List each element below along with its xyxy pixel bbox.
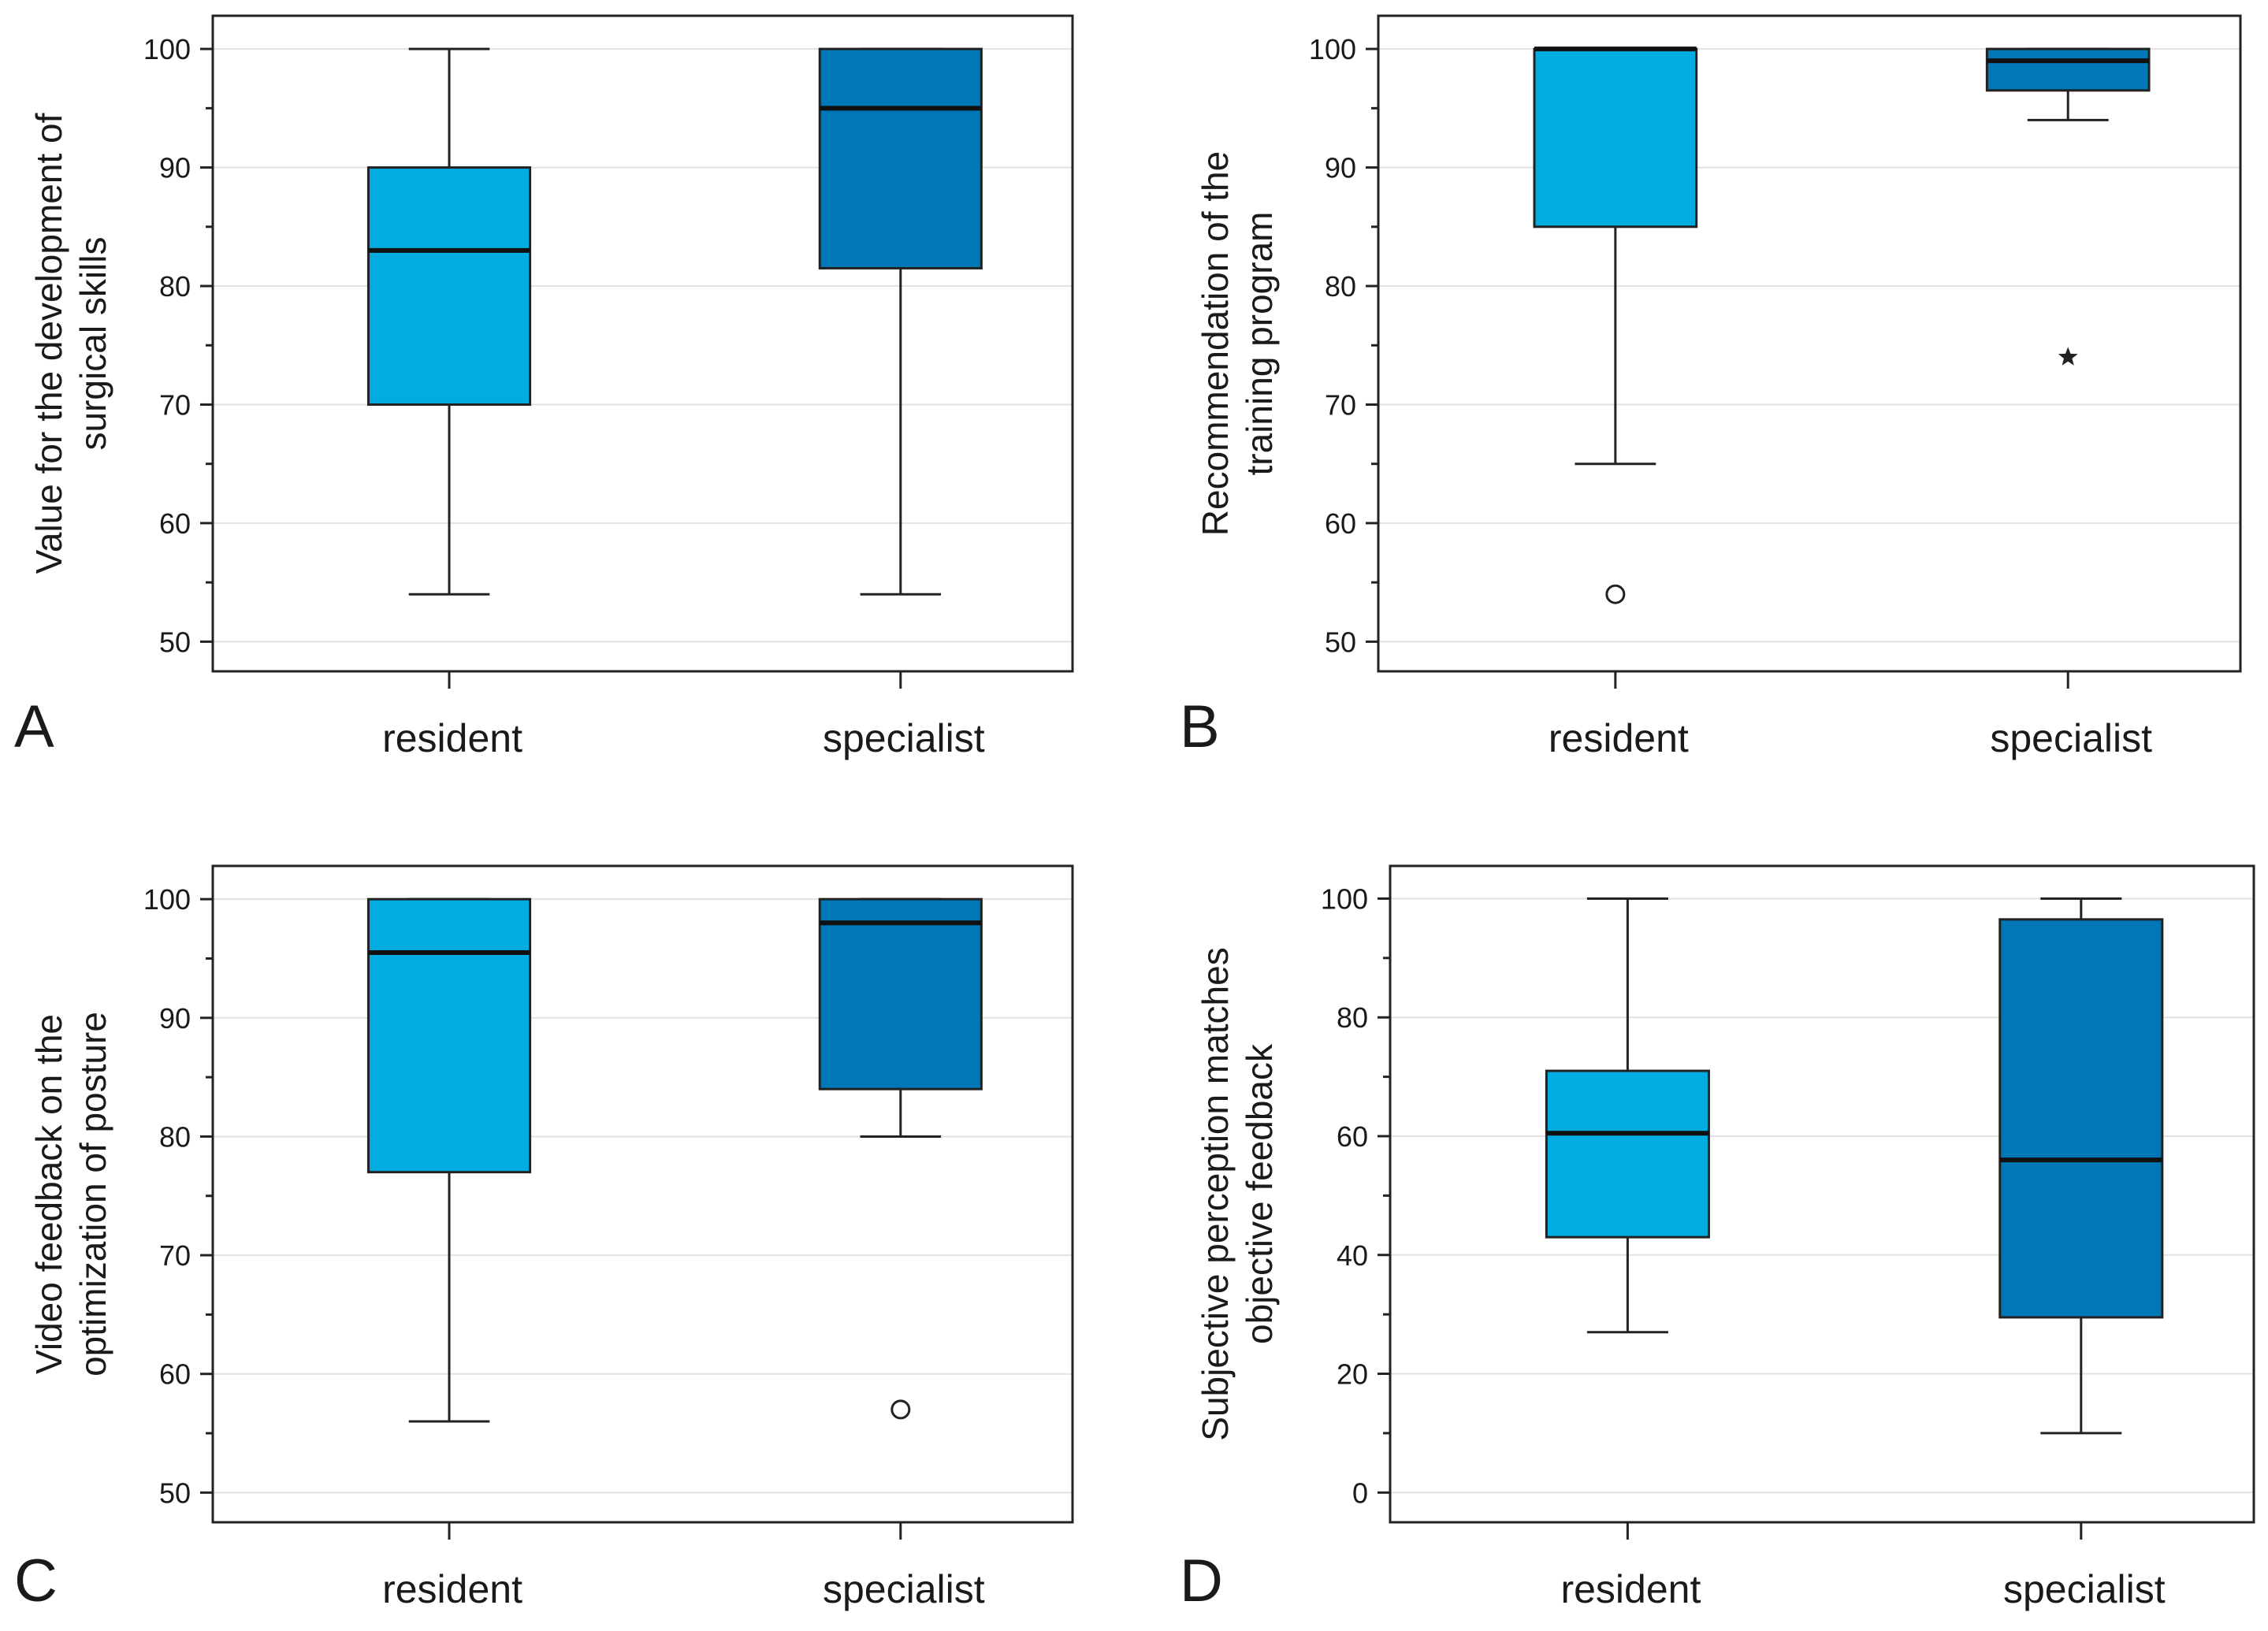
- y-tick-label: 80: [1337, 1001, 1368, 1034]
- y-tick-label: 90: [1325, 152, 1356, 184]
- box-resident: [1545, 897, 1710, 1334]
- x-category-label: specialist: [823, 716, 985, 760]
- iqr-box: [1533, 47, 1698, 228]
- y-axis-title-line: objective feedback: [1239, 1043, 1280, 1344]
- plot-frame: [211, 864, 1074, 1524]
- panel-letter: D: [1180, 1547, 1223, 1614]
- box-specialist: [1998, 897, 2164, 1435]
- box-specialist: [818, 897, 983, 1420]
- iqr-box: [1998, 918, 2164, 1319]
- y-tick-label: 70: [159, 1239, 191, 1272]
- iqr-box: [818, 47, 983, 269]
- y-tick-label: 60: [159, 507, 191, 540]
- box-specialist: [818, 47, 983, 596]
- box-resident: [366, 897, 532, 1423]
- y-tick-label: 20: [1337, 1358, 1368, 1391]
- iqr-box: [366, 166, 532, 406]
- x-category-label: resident: [1560, 1567, 1701, 1611]
- panel-a: 50 60 70 80 90 100 Value for the development o…: [14, 14, 1074, 760]
- y-tick-label: 60: [159, 1358, 191, 1391]
- y-axis-title: Recommendation of thetraining program: [1195, 151, 1280, 536]
- y-tick-label: 90: [159, 1002, 191, 1035]
- x-category-label: resident: [382, 1567, 522, 1611]
- y-tick-label: 0: [1352, 1477, 1368, 1509]
- panel-b: 50 60 70 80 90 100 Recommendation of thetraini…: [1180, 14, 2242, 760]
- box-resident: [366, 47, 532, 596]
- panel-d: 0 20 40 60 80 100 Subjective perception matche…: [1180, 864, 2255, 1614]
- x-category-label: specialist: [1990, 716, 2152, 760]
- y-tick-label: 100: [143, 33, 191, 65]
- y-axis-title-line: surgical skills: [73, 237, 113, 451]
- y-axis-title-line: training program: [1239, 212, 1280, 476]
- y-tick-label: 100: [143, 883, 191, 916]
- panel-letter: C: [14, 1547, 58, 1614]
- y-tick-label: 100: [1321, 882, 1368, 915]
- y-axis-title-line: Value for the development of: [28, 113, 69, 574]
- y-axis-title-line: Video feedback on the: [28, 1014, 69, 1374]
- iqr-box: [366, 897, 532, 1174]
- panel-letter: B: [1180, 693, 1220, 760]
- y-tick-label: 40: [1337, 1239, 1368, 1272]
- x-category-label: resident: [382, 716, 522, 760]
- panel-letter: A: [14, 693, 54, 760]
- y-tick-label: 80: [159, 270, 191, 303]
- extreme-point: [2058, 347, 2078, 366]
- panel-c: 50 60 70 80 90 100 Video feedback on theoptimi…: [14, 864, 1074, 1614]
- y-axis-title: Video feedback on theoptimization of pos…: [28, 1012, 113, 1377]
- y-tick-label: 50: [159, 626, 191, 658]
- y-tick-label: 60: [1325, 507, 1356, 540]
- iqr-box: [1985, 47, 2151, 92]
- x-category-label: specialist: [2003, 1567, 2166, 1611]
- iqr-box: [1545, 1069, 1710, 1239]
- box-resident: [1533, 46, 1698, 604]
- y-tick-label: 100: [1309, 33, 1356, 65]
- y-axis-title-line: Recommendation of the: [1195, 151, 1236, 536]
- y-axis-title: Value for the development ofsurgical ski…: [28, 113, 113, 574]
- box-specialist: [1985, 47, 2151, 366]
- y-tick-label: 50: [1325, 626, 1356, 658]
- y-tick-label: 90: [159, 152, 191, 184]
- y-tick-label: 60: [1337, 1120, 1368, 1153]
- y-tick-label: 80: [159, 1120, 191, 1153]
- x-category-label: resident: [1549, 716, 1689, 760]
- iqr-box: [818, 897, 983, 1090]
- y-tick-label: 80: [1325, 270, 1356, 303]
- y-tick-label: 50: [159, 1477, 191, 1509]
- outlier-point: [890, 1399, 911, 1420]
- y-tick-label: 70: [159, 388, 191, 421]
- x-category-label: specialist: [823, 1567, 985, 1611]
- outlier-point: [1605, 584, 1626, 604]
- y-axis-title-line: optimization of posture: [73, 1012, 113, 1377]
- plot-frame: [1377, 14, 2242, 673]
- plot-frame: [211, 14, 1074, 673]
- plot-frame: [1389, 864, 2255, 1524]
- y-tick-label: 70: [1325, 388, 1356, 421]
- y-axis-title-line: Subjective perception matches: [1195, 947, 1236, 1440]
- y-axis-title: Subjective perception matchesobjective f…: [1195, 947, 1280, 1440]
